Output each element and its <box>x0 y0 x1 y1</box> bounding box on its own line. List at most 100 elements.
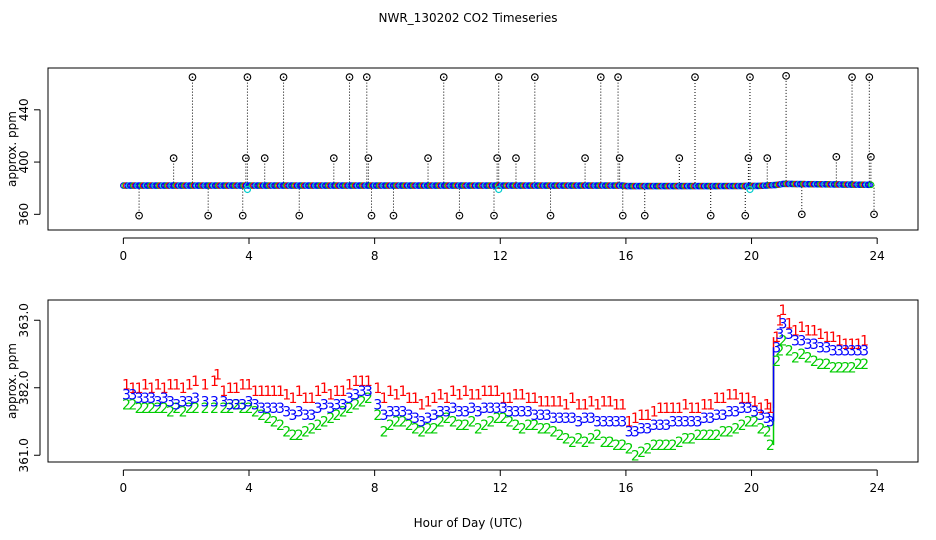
series-blue-point: 3 <box>766 415 775 431</box>
series-green-point: 2 <box>810 354 819 370</box>
series-red-point: 1 <box>326 388 335 404</box>
series-blue-point: 3 <box>270 401 279 417</box>
outlier-dot <box>333 157 335 159</box>
series-red-point: 1 <box>744 391 753 407</box>
series-green-point: 2 <box>358 394 367 410</box>
series-blue-point: 3 <box>706 411 715 427</box>
series-blue-point: 3 <box>307 408 316 424</box>
outlier-point <box>389 211 398 220</box>
outlier-circle <box>260 154 269 162</box>
series-blue-point: 3 <box>562 411 571 427</box>
outlier-circle <box>490 211 498 220</box>
series-green-point: 2 <box>713 428 722 444</box>
series-blue-point: 3 <box>411 411 420 427</box>
series-red-point: 1 <box>687 401 696 417</box>
series-green-point: 2 <box>166 404 175 420</box>
series-blue-point: 3 <box>555 411 564 427</box>
series-green-point: 2 <box>345 401 354 417</box>
outlier-circle <box>618 211 627 220</box>
series-red-point: 1 <box>756 401 765 417</box>
series-red-point: 1 <box>332 384 341 400</box>
series-blue-point: 3 <box>775 327 784 343</box>
series-red-point: 1 <box>480 384 489 400</box>
series-green-point: 2 <box>339 404 348 420</box>
outlier-dot <box>868 76 871 78</box>
series-blue-point: 3 <box>797 334 806 350</box>
outlier-circle <box>744 154 753 162</box>
series-red-point: 1 <box>816 327 825 343</box>
series-blue-point: 3 <box>618 415 627 431</box>
series-blue-point: 3 <box>637 421 646 437</box>
series-red-point: 1 <box>179 381 188 397</box>
series-red-point: 1 <box>719 391 728 407</box>
series-red-point: 1 <box>160 381 169 397</box>
series-red-point: 1 <box>461 384 470 400</box>
top-y-axis: 360 400 440 <box>17 98 41 226</box>
series-blue-point: 3 <box>763 411 772 427</box>
series-red-point: 1 <box>411 391 420 407</box>
outlier-point <box>691 73 699 81</box>
outlier-point <box>295 211 304 220</box>
outlier-dot <box>172 157 175 159</box>
series-red-point: 1 <box>307 391 316 407</box>
series-blue-point: 3 <box>474 404 483 420</box>
series-blue-point: 3 <box>276 401 285 417</box>
series-red-point: 1 <box>694 401 703 417</box>
series-green-point: 2 <box>351 398 360 414</box>
outlier-dot <box>747 157 750 159</box>
series-red-point: 1 <box>295 384 304 400</box>
series-blue-point: 3 <box>804 337 813 353</box>
series-green-point: 2 <box>364 391 373 407</box>
series-blue-point: 3 <box>392 404 401 420</box>
outlier-point <box>329 154 338 162</box>
series-green-point: 2 <box>625 442 634 458</box>
outlier-point <box>242 154 250 162</box>
outlier-dot <box>643 214 646 217</box>
outlier-point <box>188 73 197 81</box>
outlier-point <box>746 73 754 81</box>
series-blue-point: 3 <box>725 404 734 420</box>
series-red-point: 1 <box>135 381 144 397</box>
series-green-point: 2 <box>675 435 684 451</box>
bottom-x-axis: 0 4 8 12 16 20 24 <box>120 469 885 495</box>
series-green-point: 2 <box>512 418 521 434</box>
series-green-point: 2 <box>669 438 678 454</box>
series-green-point: 2 <box>461 418 470 434</box>
outlier-circle <box>204 211 213 220</box>
series-green-point: 2 <box>449 415 458 431</box>
series-blue-point: 3 <box>738 401 747 417</box>
outlier-point <box>832 152 841 161</box>
outlier-circle <box>238 211 247 220</box>
outlier-dot <box>191 76 194 78</box>
series-red-point: 1 <box>543 394 552 410</box>
outlier-circle <box>706 211 715 220</box>
outlier-circle <box>169 154 178 162</box>
series-red-point: 1 <box>587 394 596 410</box>
series-red-point: 1 <box>537 394 546 410</box>
outlier-dot <box>709 214 712 217</box>
top-x-tick-label: 16 <box>618 249 633 263</box>
series-red-point: 1 <box>339 384 348 400</box>
series-red-point: 1 <box>392 388 401 404</box>
outlier-dot <box>549 214 552 217</box>
series-red-point: 1 <box>486 384 495 400</box>
series-blue-point: 3 <box>166 394 175 410</box>
series-red-point: 1 <box>625 415 634 431</box>
series-blue-point: 3 <box>314 401 323 417</box>
series-blue-point: 3 <box>750 404 759 420</box>
series-blue-point: 3 <box>135 391 144 407</box>
series-green-point: 2 <box>791 350 800 366</box>
outlier-circle <box>135 211 143 220</box>
series-green-point: 2 <box>772 354 781 370</box>
series-green-point: 2 <box>219 401 228 417</box>
bottom-x-tick-label: 24 <box>870 481 885 495</box>
series-red-point: 1 <box>681 398 690 414</box>
outlier-circle <box>439 73 448 81</box>
series-green-point: 2 <box>430 421 439 437</box>
series-red-point: 1 <box>358 374 367 390</box>
series-green-point: 2 <box>797 347 806 363</box>
outlier-point <box>741 211 750 220</box>
outlier-circle <box>424 154 432 162</box>
outlier-dot <box>744 214 747 217</box>
